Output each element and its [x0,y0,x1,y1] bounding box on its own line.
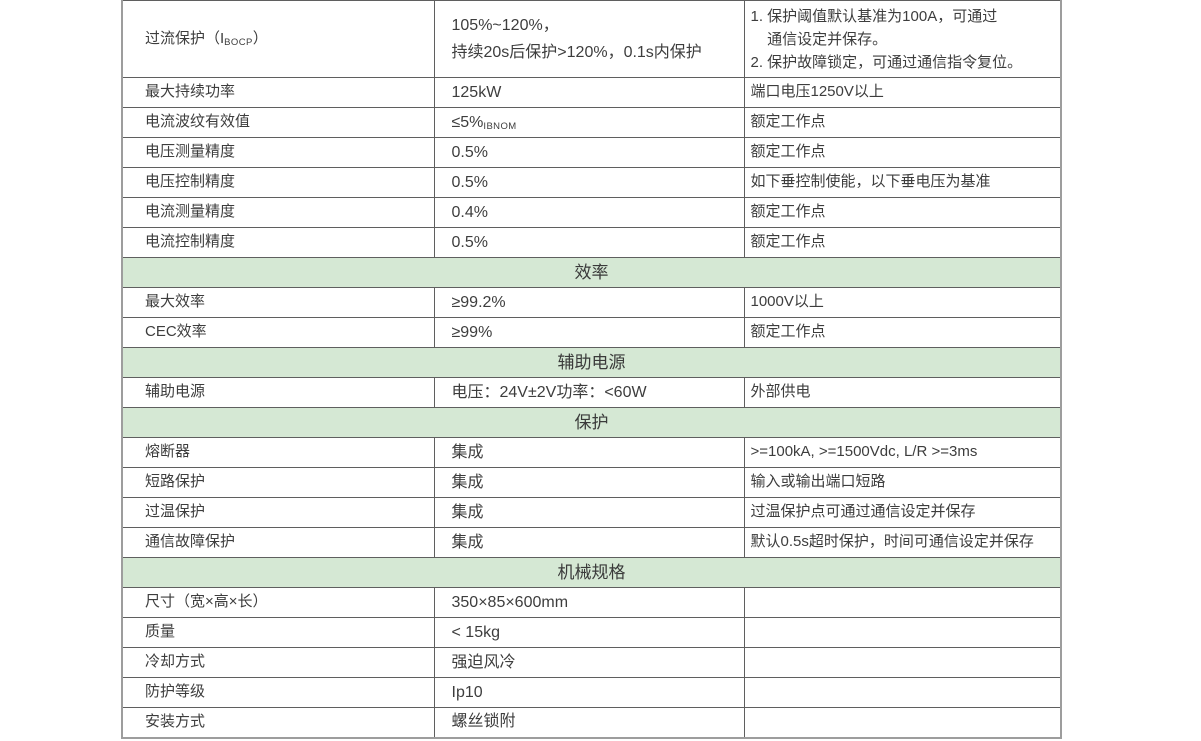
value-cell: ≥99.2% [433,287,745,318]
cell-line: 通信设定并保存。 [750,30,888,48]
note-cell: 额定工作点 [743,197,1062,228]
note-cell: 1000V以上 [743,287,1062,318]
param-cell: 过温保护 [121,497,435,528]
table-row: CEC效率 ≥99% 额定工作点 [121,317,1062,348]
spec-table: 过流保护（IBOCP） 105%~120%， 持续20s后保护>120%，0.1s内… [121,0,1062,739]
spec-table-body: 过流保护（IBOCP） 105%~120%， 持续20s后保护>120%，0.1s内… [121,0,1062,738]
note-cell: 如下垂控制使能，以下垂电压为基准 [743,167,1062,198]
section-header-row: 辅助电源 [121,347,1062,378]
value-cell: 集成 [433,527,745,558]
subscript-text: BOCP [224,36,253,48]
note-cell [743,707,1062,738]
value-cell: ≥99% [433,317,745,348]
note-cell: 额定工作点 [743,107,1062,138]
table-row: 质量 < 15kg [121,617,1062,648]
param-cell: 辅助电源 [121,377,435,408]
table-row: 辅助电源 电压：24V±2V功率：<60W 外部供电 [121,377,1062,408]
param-cell: 冷却方式 [121,647,435,678]
section-title: 机械规格 [121,557,1062,588]
table-row: 过温保护 集成 过温保护点可通过通信设定并保存 [121,497,1062,528]
cell-text: ≤5% [451,113,484,131]
note-cell: >=100kA, >=1500Vdc, L/R >=3ms [743,437,1062,468]
table-row: 安装方式 螺丝锁附 [121,707,1062,738]
param-cell: 电压控制精度 [121,167,435,198]
section-header-row: 效率 [121,257,1062,288]
param-cell: 电流测量精度 [121,197,435,228]
section-title: 效率 [121,257,1062,288]
table-row: 最大持续功率 125kW 端口电压1250V以上 [121,77,1062,108]
table-row: 防护等级 Ip10 [121,677,1062,708]
param-cell: 电流控制精度 [121,227,435,258]
table-row: 短路保护 集成 输入或输出端口短路 [121,467,1062,498]
value-cell: 螺丝锁附 [433,707,745,738]
value-cell: 0.5% [433,227,745,258]
table-row: 电压测量精度 0.5% 额定工作点 [121,137,1062,168]
value-cell: 0.4% [433,197,745,228]
note-cell: 额定工作点 [743,227,1062,258]
param-cell: CEC效率 [121,317,435,348]
value-cell: 集成 [433,437,745,468]
note-cell [743,677,1062,708]
note-cell: 默认0.5s超时保护，时间可通信设定并保存 [743,527,1062,558]
param-cell: 防护等级 [121,677,435,708]
param-cell: 最大效率 [121,287,435,318]
note-cell: 输入或输出端口短路 [743,467,1062,498]
value-cell: 集成 [433,467,745,498]
table-row: 熔断器 集成 >=100kA, >=1500Vdc, L/R >=3ms [121,437,1062,468]
section-title: 保护 [121,407,1062,438]
param-cell: 安装方式 [121,707,435,738]
table-row: 电流波纹有效值 ≤5%IBNOM 额定工作点 [121,107,1062,138]
note-cell: 外部供电 [743,377,1062,408]
table-row: 通信故障保护 集成 默认0.5s超时保护，时间可通信设定并保存 [121,527,1062,558]
cell-line: 105%~120%， [451,17,559,34]
note-cell [743,587,1062,618]
value-cell: Ip10 [433,677,745,708]
param-cell: 通信故障保护 [121,527,435,558]
table-row: 电压控制精度 0.5% 如下垂控制使能，以下垂电压为基准 [121,167,1062,198]
param-cell: 最大持续功率 [121,77,435,108]
value-cell: 0.5% [433,167,745,198]
value-cell: ≤5%IBNOM [433,107,745,138]
table-row: 冷却方式 强迫风冷 [121,647,1062,678]
subscript-text: IBNOM [483,120,517,132]
cell-line: 2. 保护故障锁定，可通过通信指令复位。 [750,53,1023,71]
cell-line: 持续20s后保护>120%，0.1s内保护 [451,44,702,61]
cell-text: ） [252,29,268,47]
section-header-row: 机械规格 [121,557,1062,588]
table-row: 最大效率 ≥99.2% 1000V以上 [121,287,1062,318]
value-cell: 集成 [433,497,745,528]
param-cell: 熔断器 [121,437,435,468]
param-cell: 过流保护（IBOCP） [121,0,435,78]
value-cell: 105%~120%， 持续20s后保护>120%，0.1s内保护 [433,0,745,78]
param-cell: 电流波纹有效值 [121,107,435,138]
note-cell: 额定工作点 [743,137,1062,168]
note-cell: 端口电压1250V以上 [743,77,1062,108]
param-cell: 质量 [121,617,435,648]
note-cell: 过温保护点可通过通信设定并保存 [743,497,1062,528]
value-cell: 125kW [433,77,745,108]
table-row: 电流测量精度 0.4% 额定工作点 [121,197,1062,228]
note-cell: 额定工作点 [743,317,1062,348]
param-cell: 电压测量精度 [121,137,435,168]
table-row: 过流保护（IBOCP） 105%~120%， 持续20s后保护>120%，0.1s内… [121,0,1062,78]
section-header-row: 保护 [121,407,1062,438]
table-row: 电流控制精度 0.5% 额定工作点 [121,227,1062,258]
value-cell: < 15kg [433,617,745,648]
cell-line: 1. 保护阈值默认基准为100A，可通过 [750,7,998,25]
param-cell: 短路保护 [121,467,435,498]
value-cell: 电压：24V±2V功率：<60W [433,377,745,408]
note-cell [743,617,1062,648]
param-cell: 尺寸（宽×高×长） [121,587,435,618]
value-cell: 强迫风冷 [433,647,745,678]
note-cell [743,647,1062,678]
section-title: 辅助电源 [121,347,1062,378]
note-cell: 1. 保护阈值默认基准为100A，可通过 通信设定并保存。 2. 保护故障锁定，可… [743,0,1062,78]
table-row: 尺寸（宽×高×长） 350×85×600mm [121,587,1062,618]
cell-text: 过流保护（I [145,29,225,47]
value-cell: 0.5% [433,137,745,168]
value-cell: 350×85×600mm [433,587,745,618]
